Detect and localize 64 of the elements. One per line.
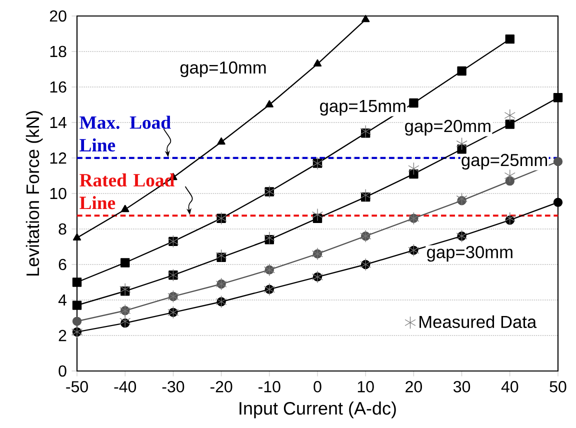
legend-label: Measured Data (420, 315, 537, 328)
x-tick-label: 0 (314, 381, 322, 392)
point (360, 125, 372, 138)
x-tick-label: 30 (454, 381, 470, 392)
point (217, 137, 226, 145)
y-tick-label: 6 (58, 258, 66, 270)
x-tick-label: -50 (66, 381, 88, 392)
y-tick-label: 4 (58, 294, 66, 306)
y-tick-label: 16 (50, 81, 66, 93)
series-label: gap=25mm (462, 154, 548, 170)
y-tick-label: 0 (58, 365, 66, 377)
annotation: Max. Load Line (80, 116, 171, 152)
point (553, 93, 563, 102)
point (360, 188, 372, 202)
point (553, 198, 563, 207)
x-tick-label: 10 (358, 381, 374, 392)
point (553, 156, 563, 166)
x-tick-label: -30 (162, 381, 184, 392)
x-tick-label: -20 (210, 381, 232, 392)
x-tick-label: -10 (258, 381, 280, 392)
x-tick-label: 20 (406, 381, 422, 392)
point (72, 233, 82, 240)
y-axis-title: Levitation Force (kN) (26, 111, 43, 276)
y-tick-label: 14 (50, 117, 66, 128)
point (505, 120, 514, 129)
x-tick-label: 50 (550, 381, 566, 392)
point (457, 66, 466, 76)
y-tick-label: 10 (50, 188, 66, 200)
point (362, 14, 370, 22)
point (456, 137, 468, 150)
point (313, 59, 322, 67)
series-label: gap=15mm (320, 100, 406, 116)
point (264, 232, 275, 244)
point (216, 249, 227, 262)
x-tick-label: 40 (501, 381, 518, 392)
point (456, 192, 468, 206)
point (120, 314, 131, 328)
point (504, 169, 516, 182)
y-tick-label: 8 (58, 223, 66, 235)
x-tick-label: -40 (114, 381, 136, 392)
point (312, 208, 324, 222)
series-label: gap=10mm (180, 61, 266, 78)
series-label: gap=20mm (405, 120, 490, 136)
y-tick-label: 12 (50, 152, 66, 164)
x-axis-title: Input Current (A-dc) (240, 402, 396, 418)
point (505, 34, 514, 44)
point (265, 100, 274, 108)
point (504, 109, 516, 122)
point (505, 176, 514, 186)
point (408, 162, 420, 175)
y-tick-label: 18 (50, 46, 66, 58)
series-label: gap=30mm (427, 246, 512, 262)
point (409, 169, 418, 179)
point (457, 144, 466, 154)
point (120, 283, 131, 296)
point (72, 316, 82, 326)
point (72, 278, 82, 287)
point (409, 98, 418, 108)
y-tick-label: 2 (58, 330, 66, 342)
point (121, 204, 130, 212)
y-tick-label: 20 (50, 10, 66, 22)
point (504, 212, 516, 225)
point (72, 300, 82, 310)
point (120, 258, 130, 268)
